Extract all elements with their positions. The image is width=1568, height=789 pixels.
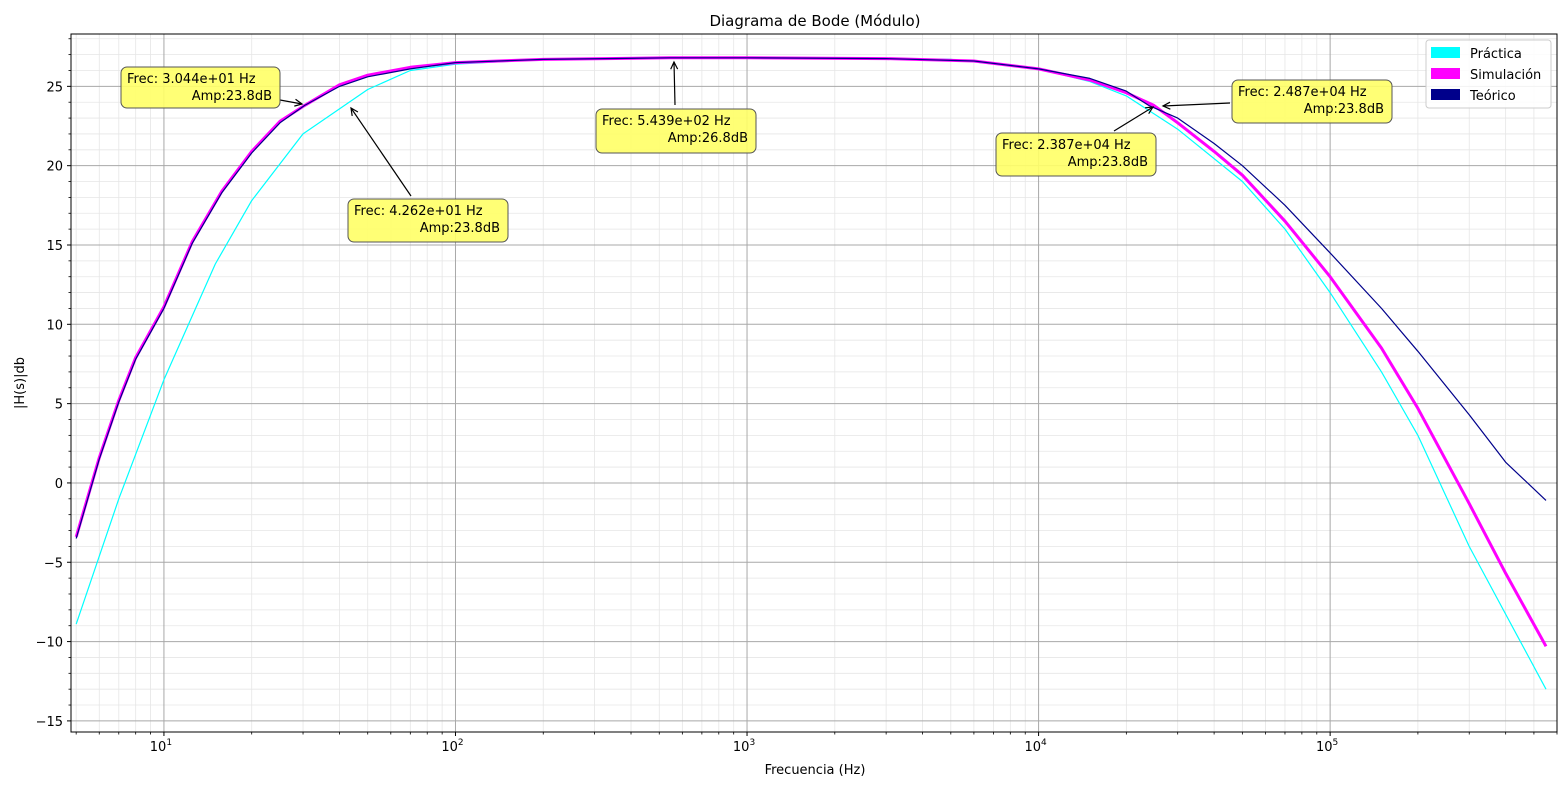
legend-swatch <box>1431 68 1460 79</box>
annotation-callout: Frec: 3.044e+01 Hz Amp:23.8dB <box>120 66 304 109</box>
arrow-head <box>294 98 304 107</box>
annotation-frequency: Frec: 2.487e+04 Hz <box>1238 85 1367 100</box>
annotation-frequency: Frec: 3.044e+01 Hz <box>127 72 256 87</box>
axis-ticks: −15 −10 −5 0 5 10 15 20 25 101 102 103 104 105 <box>36 38 1558 755</box>
annotation-box <box>995 132 1157 177</box>
annotation-amplitude: Amp:23.8dB <box>1068 155 1148 170</box>
annotation-arrow <box>1162 102 1231 107</box>
chart-title: Diagrama de Bode (Módulo) <box>709 12 920 30</box>
legend: Práctica Simulación Teórico <box>1425 39 1552 109</box>
legend-label: Simulación <box>1470 68 1541 83</box>
annotation-frequency: Frec: 5.439e+02 Hz <box>602 114 731 129</box>
grid <box>71 34 1558 732</box>
y-tick-label: 10 <box>46 318 63 333</box>
x-axis-label: Frecuencia (Hz) <box>765 763 866 778</box>
series-line <box>75 57 1547 539</box>
plot-frame <box>70 33 1558 733</box>
annotation-frequency: Frec: 2.387e+04 Hz <box>1002 138 1131 153</box>
y-tick-label: −10 <box>36 636 63 651</box>
annotation-arrow <box>350 107 412 197</box>
annotation-arrow <box>279 99 303 105</box>
arrow-head <box>350 106 359 117</box>
arrow-head <box>1161 101 1171 110</box>
legend-swatch <box>1431 47 1460 58</box>
annotation-callout: Frec: 2.387e+04 Hz Amp:23.8dB <box>995 106 1157 177</box>
y-tick-label: −15 <box>36 715 63 730</box>
y-tick-label: 0 <box>55 477 63 492</box>
y-tick-label: 20 <box>46 160 63 175</box>
series-lines <box>74 56 1548 690</box>
annotation-arrow <box>1113 106 1154 132</box>
x-tick-label: 103 <box>733 738 755 755</box>
y-tick-label: 5 <box>55 398 63 413</box>
series-line <box>74 56 1548 648</box>
annotation-box <box>347 198 509 243</box>
annotation-arrow <box>673 61 676 106</box>
y-tick-label: −5 <box>44 556 63 571</box>
annotation-amplitude: Amp:26.8dB <box>668 131 748 146</box>
annotation-box <box>120 66 281 109</box>
annotation-box <box>595 108 757 154</box>
series-line <box>75 57 1547 690</box>
x-tick-label: 102 <box>441 738 463 755</box>
annotation-callout: Frec: 5.439e+02 Hz Amp:26.8dB <box>595 60 757 154</box>
annotation-amplitude: Amp:23.8dB <box>420 221 500 236</box>
annotation-frequency: Frec: 4.262e+01 Hz <box>354 204 483 219</box>
x-tick-label: 101 <box>150 738 172 755</box>
x-tick-label: 104 <box>1024 738 1047 755</box>
legend-label: Práctica <box>1470 47 1522 62</box>
y-tick-label: 25 <box>46 80 63 95</box>
annotation-amplitude: Amp:23.8dB <box>192 89 272 104</box>
legend-label: Teórico <box>1469 89 1516 104</box>
annotation-callout: Frec: 2.487e+04 Hz Amp:23.8dB <box>1161 79 1393 124</box>
annotation-amplitude: Amp:23.8dB <box>1304 102 1384 117</box>
arrow-head <box>1144 106 1155 115</box>
arrow-head <box>670 60 679 70</box>
legend-swatch <box>1431 89 1460 100</box>
y-axis-label: |H(s)|db <box>13 357 28 409</box>
y-tick-label: 15 <box>46 239 63 254</box>
x-tick-label: 105 <box>1316 738 1338 755</box>
annotation-box <box>1231 79 1393 124</box>
annotation-callout: Frec: 4.262e+01 Hz Amp:23.8dB <box>347 106 509 243</box>
